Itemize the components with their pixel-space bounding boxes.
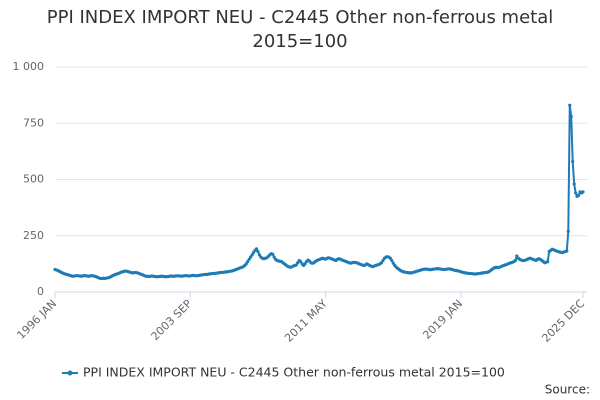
- point: [566, 229, 570, 233]
- y-tick-label: 750: [23, 116, 44, 129]
- point: [574, 191, 578, 195]
- point: [576, 193, 581, 197]
- point: [254, 247, 259, 251]
- point: [256, 249, 260, 254]
- x-tick-label: 1996 JAN: [14, 297, 59, 342]
- line: [54, 104, 584, 280]
- point: [571, 159, 575, 164]
- point: [581, 190, 585, 194]
- y-tick-label: 0: [37, 285, 44, 298]
- y-tick-label: 500: [23, 173, 44, 186]
- x-tick-label: 2011 MAY: [282, 297, 330, 345]
- point: [546, 260, 550, 264]
- point: [572, 182, 576, 186]
- legend-label: PPI INDEX IMPORT NEU - C2445 Other non-f…: [83, 365, 505, 380]
- y-tick-label: 1 000: [13, 60, 45, 73]
- y-tick-label: 250: [23, 229, 44, 242]
- chart-title: PPI INDEX IMPORT NEU - C2445 Other non-f…: [46, 7, 554, 52]
- source: Source:: [545, 383, 590, 397]
- x-tick-label: 2025 DEC: [539, 297, 587, 345]
- point: [565, 249, 569, 253]
- point: [568, 103, 572, 107]
- point: [513, 258, 517, 263]
- x-tick-label: 2003 SEP: [149, 297, 195, 343]
- x-tick-label: 2019 JAN: [420, 297, 465, 342]
- point: [271, 252, 275, 256]
- legend-marker: [67, 370, 73, 376]
- point: [569, 114, 573, 119]
- point: [390, 258, 394, 263]
